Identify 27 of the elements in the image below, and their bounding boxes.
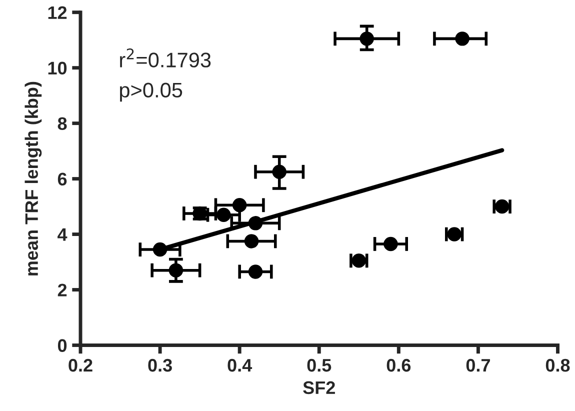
point xyxy=(455,32,470,46)
y-tick-label: 10 xyxy=(48,62,67,75)
point xyxy=(272,164,286,179)
annotation: p>0.05 xyxy=(120,82,182,102)
point xyxy=(216,208,231,222)
x-tick-label: 0.2 xyxy=(68,358,92,372)
point xyxy=(168,263,184,278)
y-tick-label: 0 xyxy=(58,339,67,352)
point xyxy=(360,32,374,46)
x-tick-label: 0.7 xyxy=(466,358,490,372)
y-tick-label: 6 xyxy=(58,172,67,186)
point xyxy=(232,198,247,212)
x-tick-label: 0.5 xyxy=(307,358,332,372)
y-tick-label: 12 xyxy=(48,6,67,19)
y-tick-label: 4 xyxy=(58,228,68,241)
y-tick-label: 8 xyxy=(58,117,67,130)
y-axis-title: mean TRF length (kbp) xyxy=(24,82,42,276)
x-axis-title: SF2 xyxy=(303,381,335,394)
x-tick-label: 0.6 xyxy=(386,358,411,372)
x-tick-label: 0.4 xyxy=(228,358,252,372)
annotation: r$^{2}$=0.1793 xyxy=(120,48,211,68)
point xyxy=(384,236,398,252)
x-tick-label: 0.3 xyxy=(148,358,172,372)
y-tick-label: 2 xyxy=(58,284,67,296)
x-tick-label: 0.8 xyxy=(546,358,570,372)
point xyxy=(244,234,259,248)
point xyxy=(248,264,263,279)
